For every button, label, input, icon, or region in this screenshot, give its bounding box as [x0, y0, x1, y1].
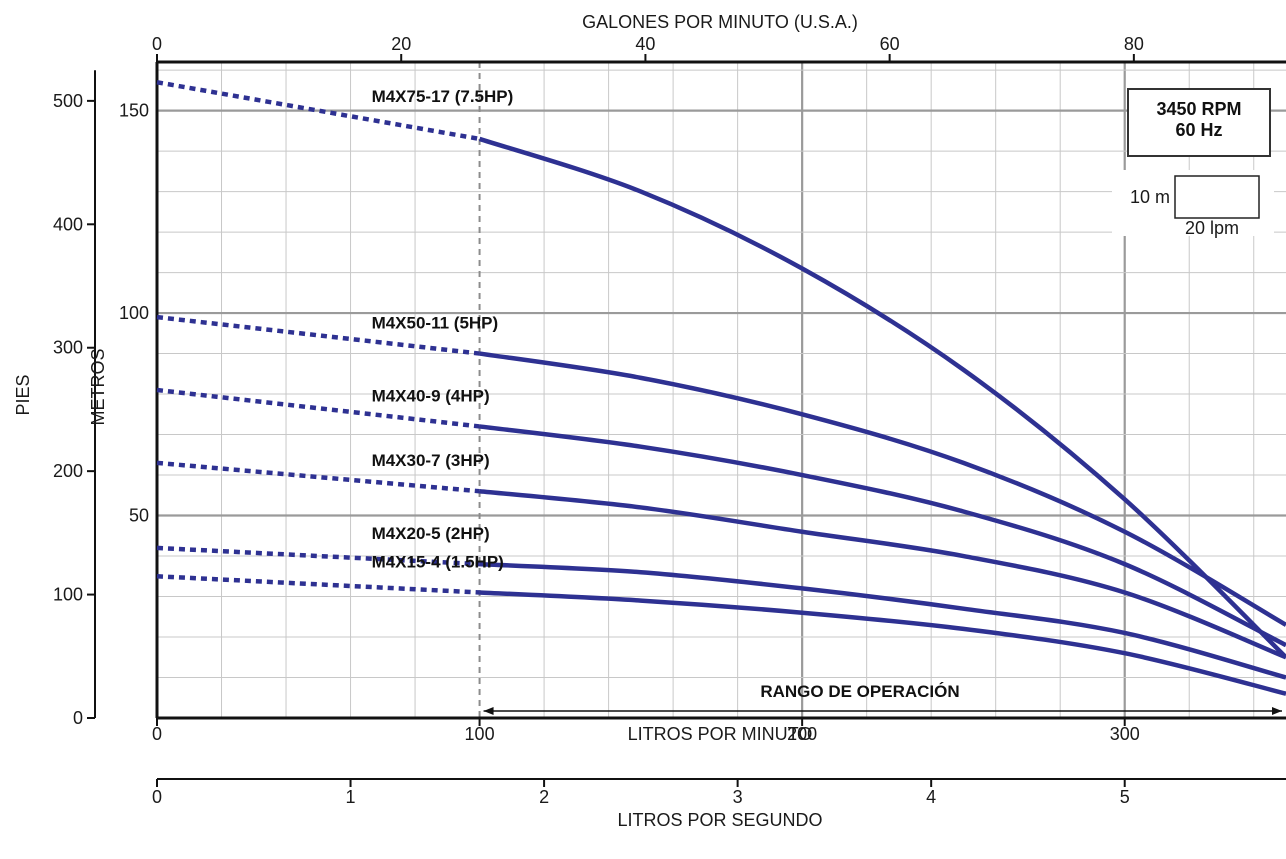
x-top-tick-label: 60: [880, 34, 900, 54]
labels: M4X75-17 (7.5HP) M4X50-11 (5HP) M4X40-9 (4…: [372, 87, 1282, 715]
curve-label: M4X30-7 (3HP): [372, 451, 490, 470]
y-left-tick-label: 400: [53, 214, 83, 234]
rpm-info-box: [1127, 88, 1271, 157]
x-bottom2-tick-label: 5: [1120, 787, 1130, 807]
curve-label: M4X50-11 (5HP): [372, 314, 499, 333]
operating-range-label: RANGO DE OPERACIÓN: [760, 682, 959, 701]
curve-dashed-segment: [156, 460, 480, 494]
grid: [157, 62, 1286, 718]
y-tick-label: 150: [119, 101, 149, 121]
scale-height-label: 10 m: [1130, 187, 1170, 207]
axes: 0 100 200 300 0 20 40 60 80 0 1 2 3 4 5 50 100 150 0 100 200…: [53, 34, 1286, 807]
curve-solid-segment: [479, 351, 1286, 627]
x-axis-title: LITROS POR MINUTO: [628, 724, 813, 744]
curve-dashed-segment: [156, 574, 480, 595]
x-top-tick-label: 80: [1124, 34, 1144, 54]
x-tick-label: 300: [1110, 724, 1140, 744]
curve-solid-segment: [479, 561, 1286, 680]
y-left-tick-label: 200: [53, 461, 83, 481]
curve-label: M4X40-9 (4HP): [372, 386, 490, 405]
scale-width-label: 20 lpm: [1185, 218, 1239, 238]
x-bottom2-axis-title: LITROS POR SEGUNDO: [617, 810, 822, 830]
x-tick-label: 100: [465, 724, 495, 744]
scale-box-background: [1112, 170, 1274, 236]
x-top-tick-label: 20: [391, 34, 411, 54]
x-bottom2-tick-label: 0: [152, 787, 162, 807]
rpm-label: 3450 RPM: [1156, 99, 1241, 119]
x-tick-label: 0: [152, 724, 162, 744]
curve-label: M4X15-4 (1.5HP): [372, 552, 504, 571]
operating-range-arrowhead-right: [1272, 707, 1282, 715]
x-top-axis-title: GALONES POR MINUTO (U.S.A.): [582, 12, 858, 32]
y-left-tick-label: 0: [73, 708, 83, 728]
y-axis-title: METROS: [88, 348, 108, 425]
curve-solid-segment: [479, 424, 1286, 648]
y-left-axis-title: PIES: [13, 374, 33, 415]
x-bottom2-tick-label: 3: [733, 787, 743, 807]
x-bottom2-tick-label: 4: [926, 787, 936, 807]
curve-label: M4X20-5 (2HP): [372, 524, 490, 543]
y-left-tick-label: 500: [53, 91, 83, 111]
curve-label: M4X75-17 (7.5HP): [372, 87, 514, 106]
curves: [156, 80, 1286, 696]
y-left-tick-label: 300: [53, 338, 83, 358]
curve-solid-segment: [479, 488, 1286, 660]
y-left-tick-label: 100: [53, 585, 83, 605]
x-top-tick-label: 0: [152, 34, 162, 54]
x-top-tick-label: 40: [635, 34, 655, 54]
curve-solid-segment: [478, 136, 1286, 659]
operating-range-arrowhead-left: [483, 707, 494, 715]
x-bottom2-tick-label: 2: [539, 787, 549, 807]
frequency-label: 60 Hz: [1175, 120, 1222, 140]
y-tick-label: 50: [129, 506, 149, 526]
scale-box: [1174, 175, 1260, 219]
curve-solid-segment: [479, 590, 1286, 696]
x-tick-label: 200: [787, 724, 817, 744]
y-tick-label: 100: [119, 303, 149, 323]
x-bottom2-tick-label: 1: [346, 787, 356, 807]
curve-dashed-segment: [156, 545, 480, 567]
